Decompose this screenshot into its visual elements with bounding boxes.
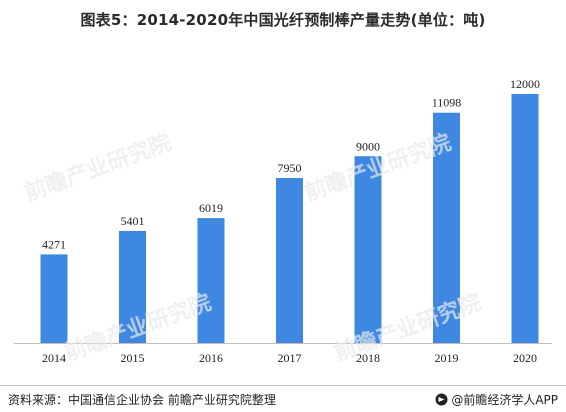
footer: 资料来源：中国通信企业协会 前瞻产业研究院整理 @前瞻经济学人APP bbox=[0, 385, 566, 412]
bar-2014 bbox=[40, 254, 68, 343]
data-label-2020: 12000 bbox=[510, 77, 540, 91]
x-tick-label-2017: 2017 bbox=[278, 351, 302, 365]
data-label-2019: 11098 bbox=[432, 96, 462, 110]
bar-2017 bbox=[276, 178, 303, 343]
x-tick-label-2020: 2020 bbox=[513, 351, 537, 365]
brand-credit: @前瞻经济学人APP bbox=[435, 391, 558, 408]
bar-2020 bbox=[511, 94, 539, 343]
x-tick-label-2016: 2016 bbox=[199, 351, 223, 365]
bar-2015 bbox=[119, 230, 146, 343]
bar-2016 bbox=[197, 218, 225, 343]
brand-text: @前瞻经济学人APP bbox=[451, 393, 558, 407]
bar-2019 bbox=[433, 112, 460, 344]
brand-logo-icon bbox=[435, 393, 448, 406]
chart-title: 图表5：2014-2020年中国光纤预制棒产量走势(单位：吨) bbox=[80, 11, 486, 29]
data-label-2015: 5401 bbox=[121, 214, 145, 228]
x-tick-label-2019: 2019 bbox=[435, 351, 459, 365]
source-note: 资料来源：中国通信企业协会 前瞻产业研究院整理 bbox=[8, 393, 276, 407]
data-label-2017: 7950 bbox=[278, 161, 302, 175]
x-tick-label-2018: 2018 bbox=[356, 351, 380, 365]
data-label-2016: 6019 bbox=[199, 201, 223, 215]
data-label-2018: 9000 bbox=[356, 139, 380, 153]
x-tick-label-2014: 2014 bbox=[42, 351, 66, 365]
data-label-2014: 4271 bbox=[42, 237, 66, 251]
bar-2018 bbox=[354, 156, 382, 343]
x-tick-label-2015: 2015 bbox=[121, 351, 145, 365]
